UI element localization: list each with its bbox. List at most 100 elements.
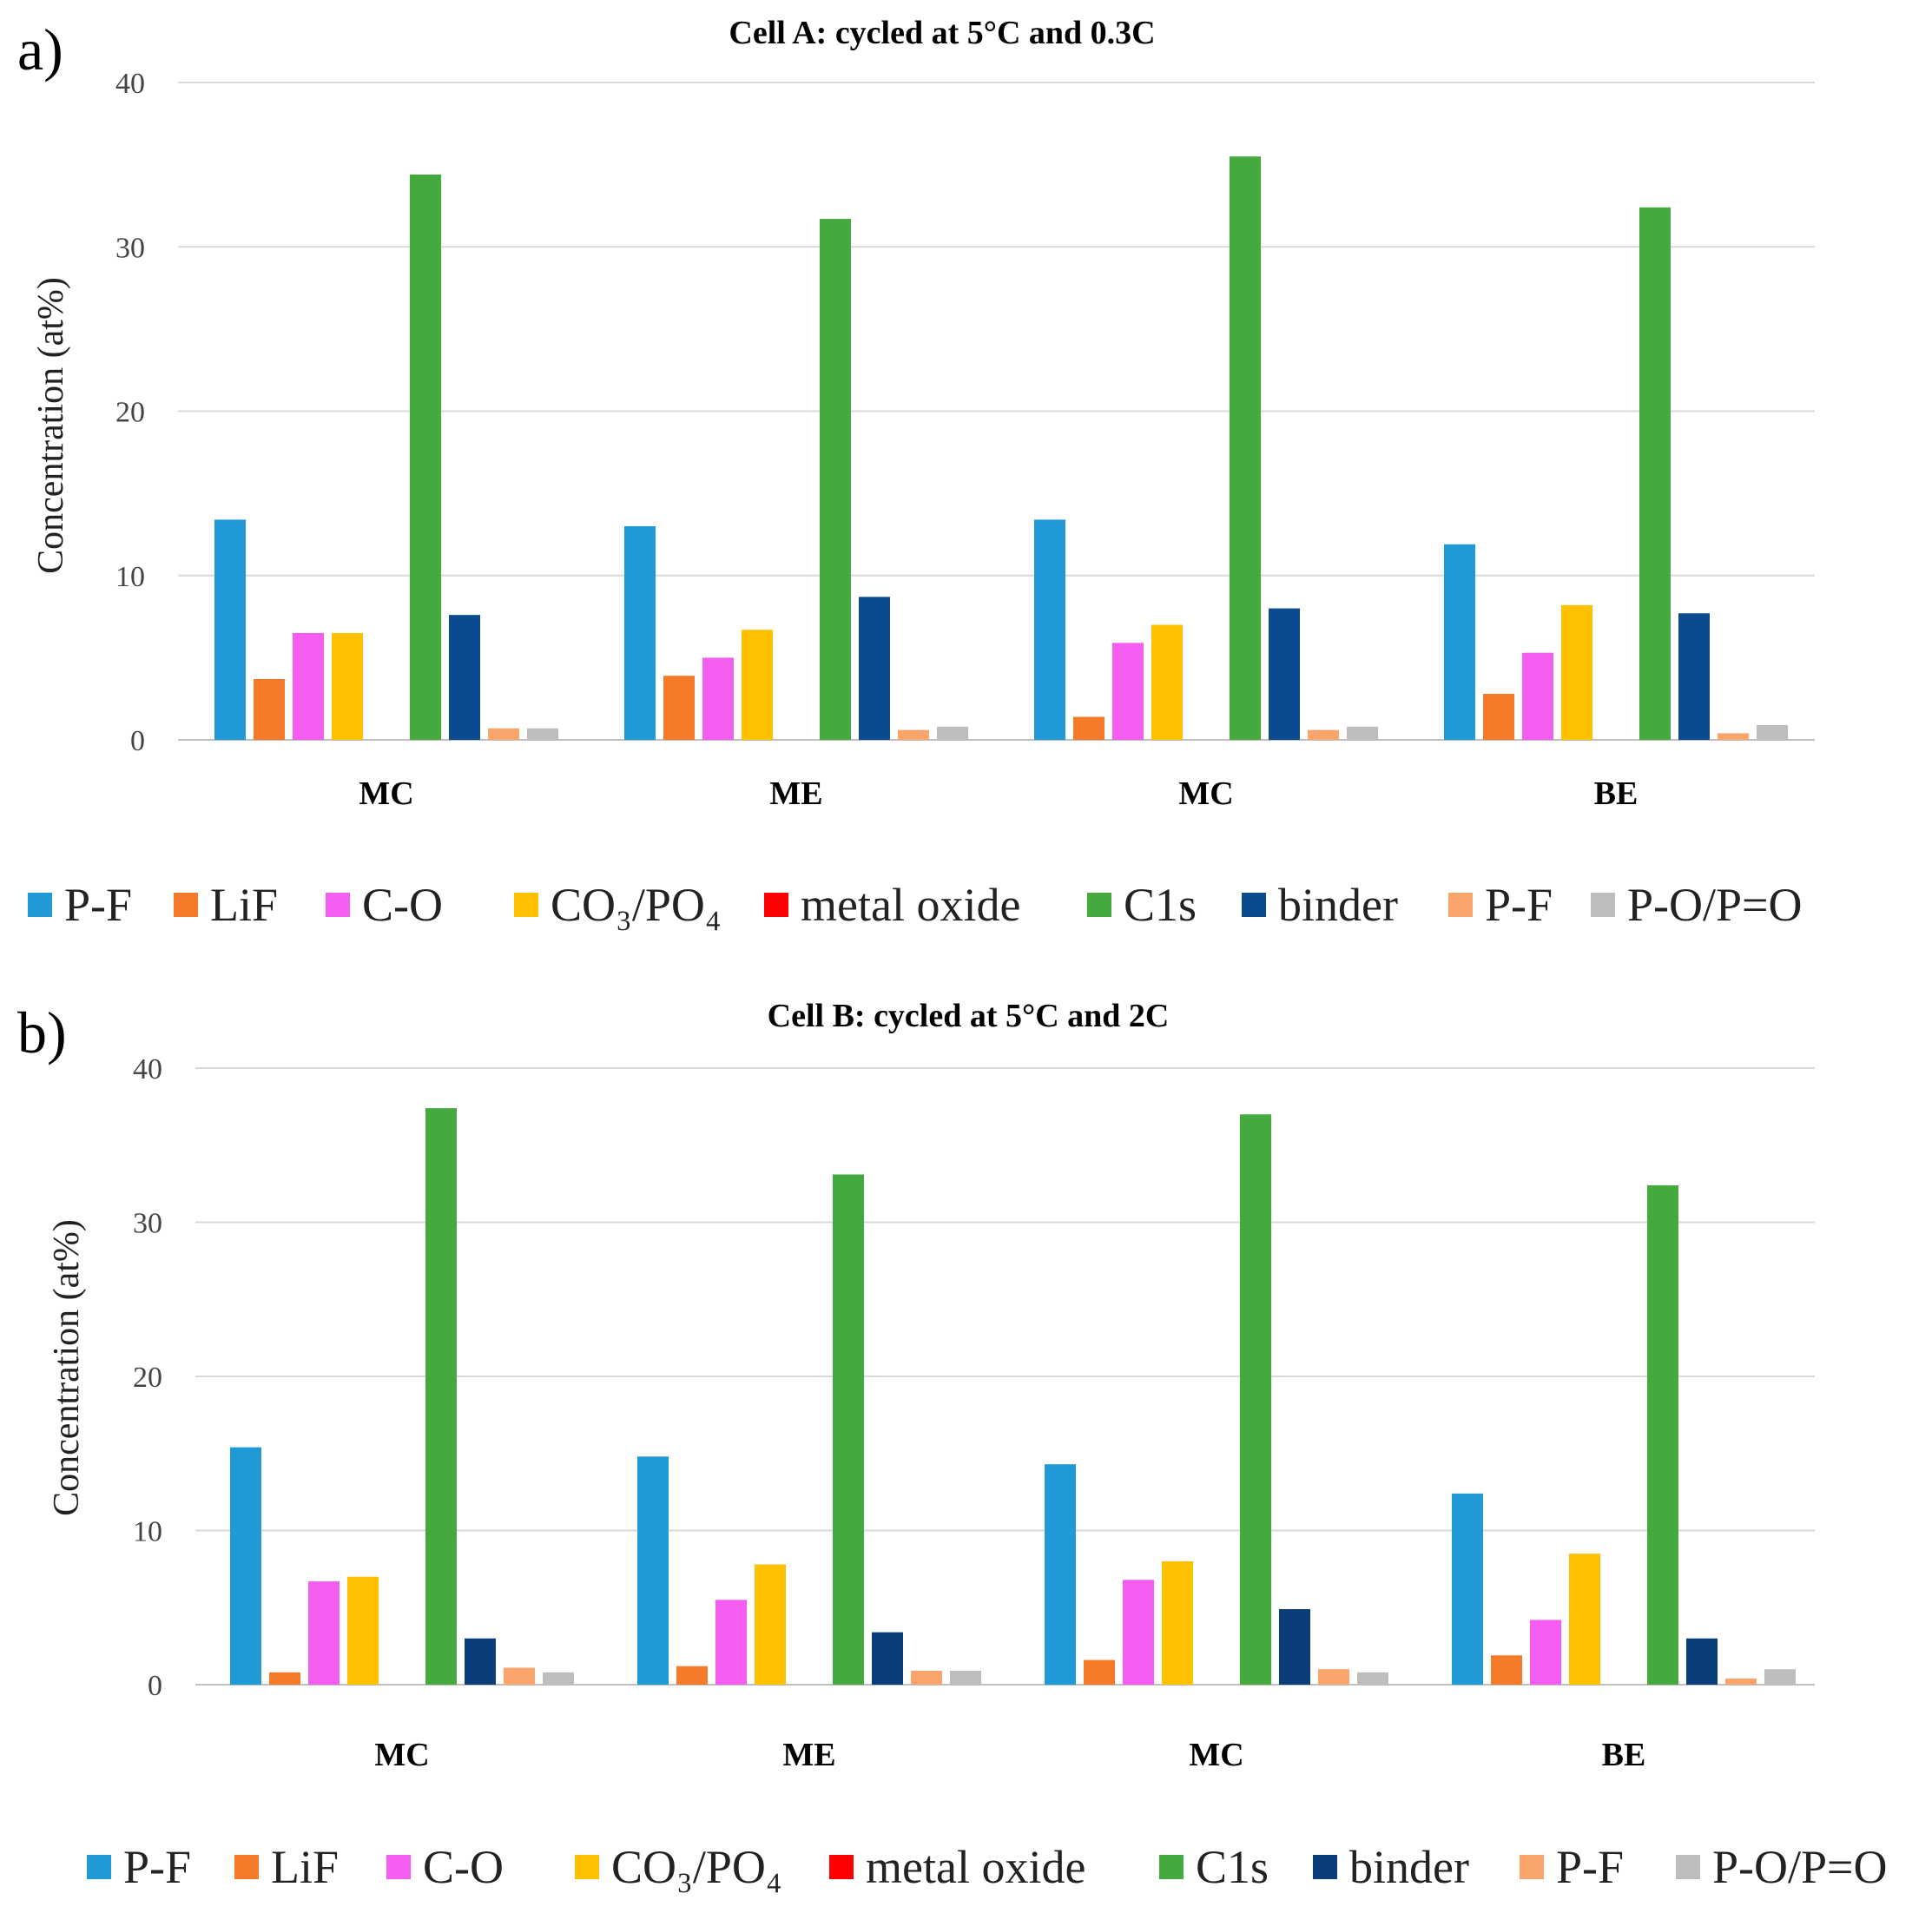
bar-binder-2	[1279, 1609, 1310, 1685]
legend-entry-label: binder	[1278, 879, 1398, 931]
legend-entry-label: P-F	[64, 879, 132, 931]
y-tick-label: 30	[115, 232, 145, 264]
bar-c1s-3	[1647, 1184, 1678, 1685]
legend-entry-label: C-O	[423, 1841, 504, 1893]
legend-entry-label: C1s	[1124, 879, 1197, 931]
bar-co-po--2	[1151, 624, 1183, 740]
bar-co-po--2	[1162, 1561, 1193, 1685]
bar-p-f-1	[898, 729, 929, 740]
bar-co-po--0	[332, 632, 363, 740]
legend-swatch	[1591, 893, 1615, 917]
bar-co-po--0	[347, 1576, 379, 1685]
legend-swatch	[1087, 893, 1111, 917]
bar-c1s-1	[833, 1174, 864, 1685]
y-tick-label: 10	[133, 1516, 162, 1548]
bar-lif-3	[1483, 694, 1514, 740]
y-tick-label: 40	[115, 68, 145, 100]
legend-swatch	[234, 1855, 259, 1879]
y-axis-label-a: Concentration (at%)	[31, 277, 71, 574]
legend-entry-label: P-F	[1485, 879, 1553, 931]
y-axis-label-b: Concentration (at%)	[47, 1219, 87, 1516]
bar-p-f-2	[1034, 519, 1065, 740]
legend-entry-label: P-F	[123, 1841, 191, 1893]
bar-lif-1	[663, 676, 695, 740]
bar-co-po--1	[742, 630, 773, 740]
x-category-label: MC	[1178, 775, 1233, 812]
bar-p-f-1	[911, 1671, 942, 1685]
bar-p-f-3	[1452, 1493, 1483, 1685]
bar-lif-0	[269, 1672, 300, 1685]
legend-entry-label: P-F	[1556, 1841, 1624, 1893]
legend-swatch	[28, 893, 52, 917]
legend-entry-label: LiF	[271, 1841, 339, 1893]
bar-c1s-3	[1639, 207, 1671, 740]
bar-p-f-0	[230, 1447, 261, 1685]
bar-lif-1	[676, 1666, 708, 1685]
legend-entry-label: C-O	[362, 879, 443, 931]
bar-c-o-0	[293, 632, 324, 740]
bar-binder-2	[1269, 608, 1300, 740]
bar-co-po--3	[1569, 1554, 1600, 1685]
bar-p-o-p-o-3	[1764, 1669, 1796, 1685]
legend-swatch	[386, 1855, 411, 1879]
bar-p-f-3	[1725, 1678, 1757, 1685]
bar-p-f-0	[214, 519, 246, 740]
bar-p-f-0	[488, 728, 519, 740]
bar-p-f-1	[624, 525, 656, 740]
legend-swatch	[829, 1855, 854, 1879]
bar-c1s-0	[410, 174, 441, 741]
x-category-label: BE	[1594, 775, 1639, 812]
y-tick-label: 0	[148, 1670, 162, 1702]
bar-p-o-p-o-1	[937, 726, 968, 740]
chart-title-a: Cell A: cycled at 5°C and 0.3C	[729, 15, 1155, 51]
x-category-label: MC	[359, 775, 413, 812]
legend-swatch	[764, 893, 788, 917]
legend-swatch	[1242, 893, 1266, 917]
bar-co-po--1	[755, 1564, 786, 1685]
y-tick-label: 30	[133, 1208, 162, 1240]
bar-c-o-1	[715, 1600, 747, 1685]
bar-p-f-3	[1718, 733, 1749, 740]
bar-p-f-2	[1308, 729, 1339, 740]
legend-entry-label: metal oxide	[801, 879, 1020, 931]
bar-c-o-2	[1112, 643, 1144, 740]
bar-binder-3	[1686, 1638, 1718, 1685]
legend-swatch	[174, 893, 198, 917]
legend-swatch	[87, 1855, 111, 1879]
y-tick-label: 0	[130, 725, 145, 757]
bar-p-o-p-o-0	[543, 1672, 574, 1685]
bar-lif-2	[1073, 716, 1104, 740]
bar-p-o-p-o-1	[950, 1671, 981, 1685]
bar-p-o-p-o-3	[1757, 724, 1788, 740]
bar-binder-3	[1678, 613, 1710, 740]
bar-binder-0	[465, 1638, 496, 1685]
bar-c-o-3	[1530, 1620, 1561, 1685]
bar-c1s-1	[820, 219, 851, 740]
bar-c-o-0	[308, 1581, 340, 1685]
y-tick-label: 20	[133, 1362, 162, 1394]
bar-co-po--3	[1561, 604, 1592, 740]
plot-area-a: 0 10 20 30 40 MC ME MC BE	[115, 68, 1815, 812]
legend-b: P-F LiF C-O CO₃/PO₄ metal oxide C1s binder P-F P…	[87, 1841, 1888, 1893]
bar-p-o-p-o-0	[527, 728, 558, 740]
legend-swatch	[1448, 893, 1473, 917]
bar-binder-1	[859, 597, 890, 740]
legend-swatch	[326, 893, 350, 917]
y-tick-label: 10	[115, 561, 145, 593]
bar-p-f-1	[637, 1456, 669, 1685]
bar-c-o-2	[1123, 1580, 1154, 1685]
legend-entry-label: P-O/P=O	[1627, 879, 1803, 931]
legend-entry-label: C1s	[1196, 1841, 1269, 1893]
legend-swatch	[1159, 1855, 1184, 1879]
legend-swatch	[514, 893, 538, 917]
legend-entry-label: P-O/P=O	[1712, 1841, 1888, 1893]
chart-title-b: Cell B: cycled at 5°C and 2C	[768, 998, 1170, 1034]
x-category-label: ME	[782, 1737, 835, 1773]
bar-binder-0	[449, 615, 480, 740]
bar-c-o-3	[1522, 652, 1553, 740]
bar-c1s-2	[1240, 1114, 1271, 1685]
legend-entry-label: metal oxide	[866, 1841, 1085, 1893]
bar-c1s-0	[425, 1108, 457, 1685]
panel-label-b: b)	[17, 1000, 67, 1066]
